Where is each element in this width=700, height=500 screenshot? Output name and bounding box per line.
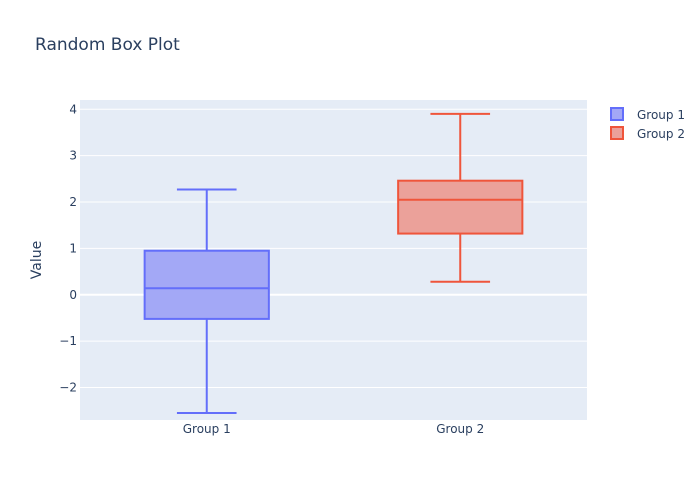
legend: Group 1 Group 2 xyxy=(610,107,685,141)
legend-swatch xyxy=(610,107,624,121)
y-tick-label: 0 xyxy=(69,288,77,302)
legend-label: Group 2 xyxy=(637,127,685,141)
y-tick-layer: 4 3 2 1 0 −1 −2 xyxy=(59,102,77,394)
box-layer xyxy=(143,112,524,415)
x-tick-label: Group 2 xyxy=(436,422,484,436)
x-tick-label: Group 1 xyxy=(183,422,231,436)
y-tick-label: 4 xyxy=(69,102,77,116)
legend-label: Group 1 xyxy=(637,108,685,122)
box-series-1 xyxy=(143,188,270,415)
y-tick-label: −1 xyxy=(59,334,77,348)
legend-item-2[interactable]: Group 2 xyxy=(610,126,685,141)
y-tick-label: 3 xyxy=(69,149,77,163)
legend-swatch xyxy=(610,126,624,140)
iqr-box xyxy=(143,249,270,320)
chart-title: Random Box Plot xyxy=(35,35,180,55)
x-tick-layer: Group 1 Group 2 xyxy=(183,422,484,436)
box-series-2 xyxy=(397,112,524,283)
y-tick-label: −2 xyxy=(59,381,77,395)
y-tick-label: 2 xyxy=(69,195,77,209)
iqr-box xyxy=(397,179,524,235)
legend-item-1[interactable]: Group 1 xyxy=(610,107,685,122)
y-axis-label: Value xyxy=(29,241,45,279)
y-tick-label: 1 xyxy=(69,241,77,255)
